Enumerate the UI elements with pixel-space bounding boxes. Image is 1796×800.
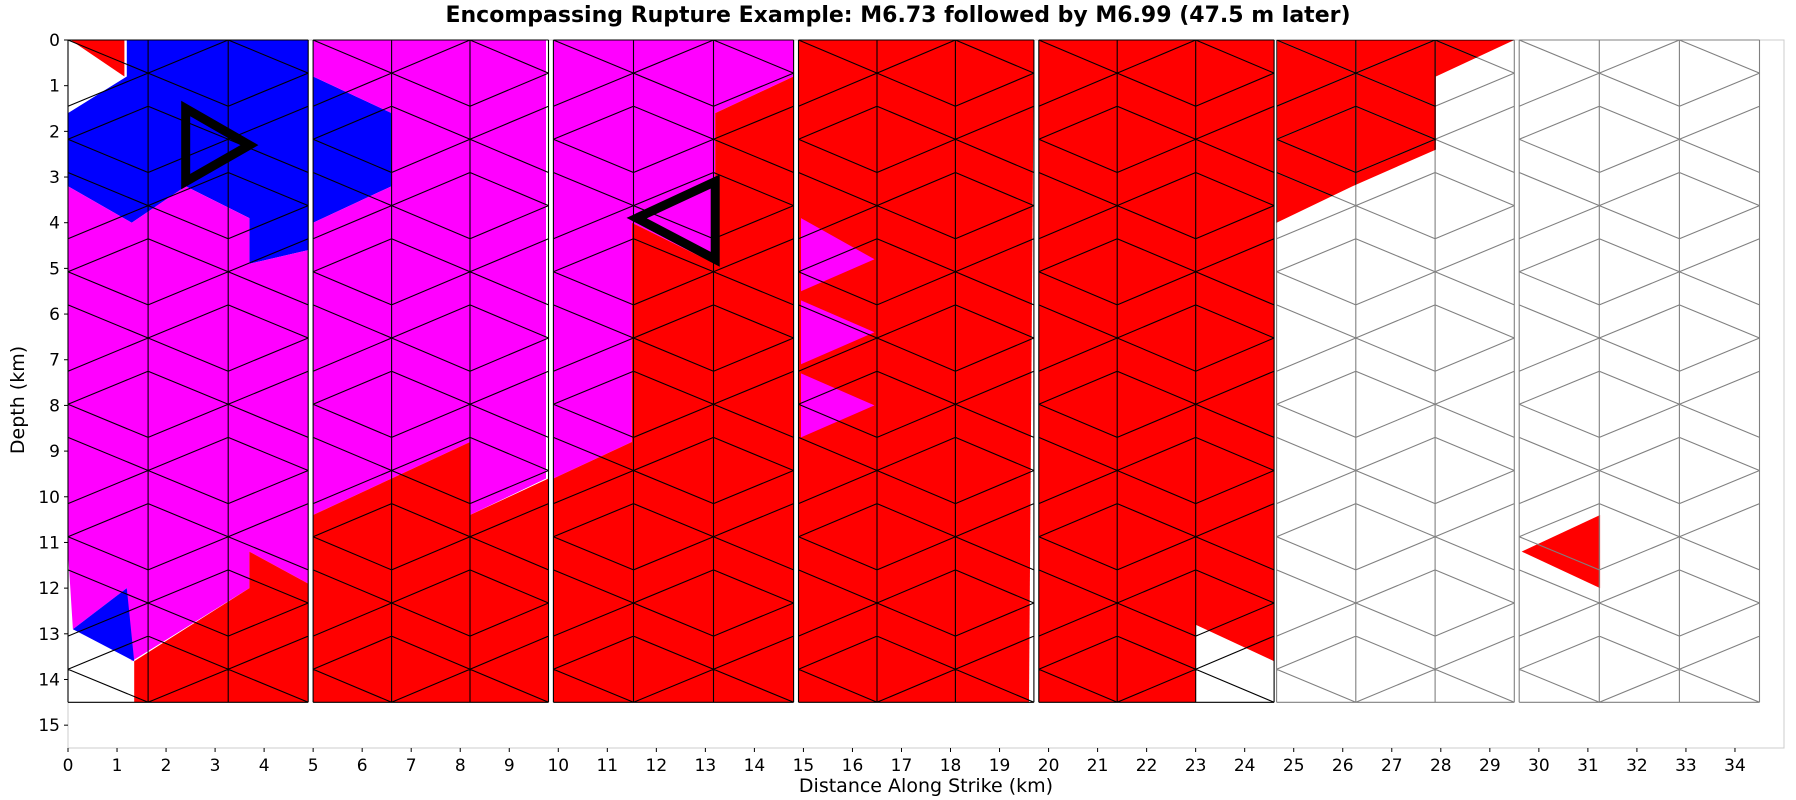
x-tick-label: 34 — [1724, 756, 1746, 776]
y-axis-label: Depth (km) — [7, 346, 29, 454]
hypocenter-markers — [181, 100, 720, 267]
y-tick-label: 9 — [49, 442, 60, 462]
x-tick-label: 30 — [1528, 756, 1550, 776]
rupture-region-second-rupture — [553, 40, 794, 479]
rupture-region-both-ruptures — [553, 76, 794, 703]
plot-area — [67, 39, 1785, 749]
rupture-region-first-rupture — [313, 76, 392, 223]
rupture-region-second-rupture — [801, 373, 875, 438]
x-tick-label: 15 — [793, 756, 815, 776]
x-tick-label: 0 — [63, 756, 74, 776]
x-tick-label: 21 — [1087, 756, 1109, 776]
x-tick-label: 14 — [744, 756, 766, 776]
x-tick-label: 23 — [1185, 756, 1207, 776]
chart-title: Encompassing Rupture Example: M6.73 foll… — [445, 3, 1350, 28]
fault-section-mesh-lines — [312, 39, 550, 703]
fault-section-fills — [68, 40, 1760, 703]
x-tick-label: 24 — [1234, 756, 1256, 776]
x-tick-label: 6 — [357, 756, 368, 776]
rupture-region-both-ruptures — [313, 442, 549, 703]
x-tick-label: 33 — [1675, 756, 1697, 776]
rupture-region-first-rupture — [72, 588, 135, 662]
x-tick-label: 1 — [112, 756, 123, 776]
y-tick-label: 1 — [49, 77, 60, 97]
rupture-region-both-ruptures — [1038, 40, 1275, 703]
x-tick-label: 3 — [210, 756, 221, 776]
x-tick-label: 9 — [504, 756, 515, 776]
x-tick-label: 7 — [406, 756, 417, 776]
fault-section-mesh-lines — [552, 39, 795, 703]
rupture-region-both-ruptures — [134, 551, 309, 703]
x-tick-label: 31 — [1577, 756, 1599, 776]
rupture-region-both-ruptures — [1276, 40, 1515, 223]
x-tick-label: 26 — [1332, 756, 1354, 776]
x-tick-label: 16 — [842, 756, 864, 776]
fault-section-mesh — [67, 39, 1761, 703]
x-tick-label: 29 — [1479, 756, 1501, 776]
rupture-region-second-rupture — [801, 300, 875, 365]
x-tick-label: 13 — [695, 756, 717, 776]
x-tick-label: 17 — [891, 756, 913, 776]
x-tick-label: 19 — [989, 756, 1011, 776]
y-tick-label: 14 — [38, 670, 60, 690]
hypocenter-marker — [626, 174, 720, 267]
x-tick-label: 28 — [1430, 756, 1452, 776]
hypocenter-marker — [181, 100, 259, 190]
x-tick-label: 25 — [1283, 756, 1305, 776]
fault-section-mesh-lines — [1518, 39, 1761, 703]
y-tick-label: 3 — [49, 168, 60, 188]
x-axis: 0 1 2 3 4 5 6 7 8 9 10 11 12 13 14 15 16 17 18 19 20 21 22 23 24… — [63, 748, 1746, 776]
y-tick-label: 4 — [49, 214, 60, 234]
y-tick-label: 10 — [38, 488, 60, 508]
fault-section-background — [1519, 40, 1760, 703]
rupture-region-second-rupture — [801, 218, 875, 292]
y-tick-label: 15 — [38, 716, 60, 736]
x-tick-label: 2 — [161, 756, 172, 776]
x-tick-label: 18 — [940, 756, 962, 776]
rupture-region-second-rupture — [68, 186, 309, 662]
y-tick-label: 7 — [49, 351, 60, 371]
x-tick-label: 32 — [1626, 756, 1648, 776]
x-tick-label: 11 — [596, 756, 618, 776]
fault-section-mesh-lines — [1038, 39, 1275, 703]
y-tick-label: 12 — [38, 579, 60, 599]
y-tick-label: 13 — [38, 625, 60, 645]
y-tick-label: 11 — [38, 533, 60, 553]
rupture-region-both-ruptures — [798, 40, 1034, 703]
x-tick-label: 20 — [1038, 756, 1060, 776]
y-tick-label: 8 — [49, 396, 60, 416]
y-tick-label: 5 — [49, 259, 60, 279]
x-tick-label: 22 — [1136, 756, 1158, 776]
fault-section-mesh-lines — [797, 39, 1035, 703]
y-tick-label: 2 — [49, 122, 60, 142]
y-tick-label: 6 — [49, 305, 60, 325]
y-tick-label: 0 — [49, 31, 60, 51]
x-tick-label: 12 — [646, 756, 668, 776]
x-axis-label: Distance Along Strike (km) — [799, 775, 1053, 797]
x-tick-label: 5 — [308, 756, 319, 776]
x-tick-label: 27 — [1381, 756, 1403, 776]
rupture-region-both-ruptures — [70, 40, 125, 77]
rupture-region-both-ruptures — [1521, 515, 1601, 589]
x-tick-label: 10 — [547, 756, 569, 776]
x-tick-label: 8 — [455, 756, 466, 776]
x-tick-label: 4 — [259, 756, 270, 776]
